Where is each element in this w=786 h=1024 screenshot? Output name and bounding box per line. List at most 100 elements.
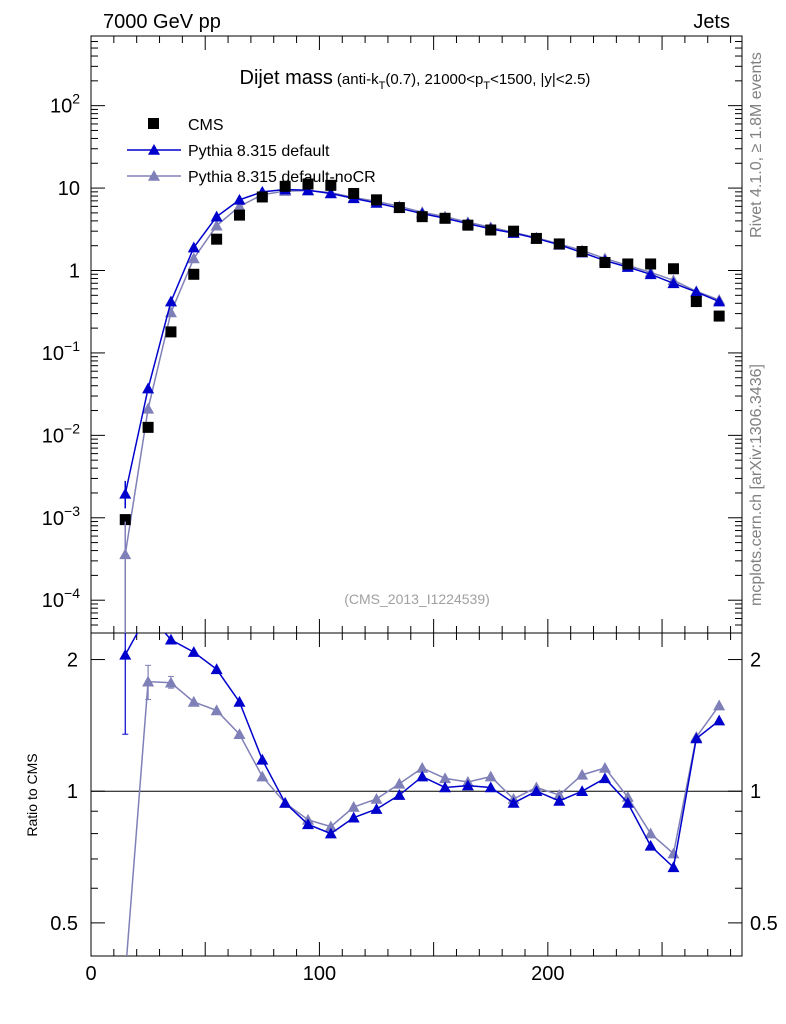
- data-point: [713, 295, 726, 307]
- ratio-point: [576, 785, 589, 797]
- lower-y-tick-labels: 2 2 1 1 0.5 0.5: [50, 650, 778, 935]
- ratio-point: [279, 796, 292, 808]
- ratio-point: [370, 803, 383, 814]
- ratio-point: [256, 753, 269, 765]
- data-point: [690, 285, 703, 297]
- data-point: [645, 258, 657, 270]
- ratio-point: [347, 801, 360, 812]
- ratio-point: [210, 663, 223, 675]
- upper-y-tick-labels: 102 10 1 10−1 10−2 10−3 10−4: [42, 91, 80, 613]
- ratio-point: [439, 781, 452, 793]
- ratio-point: [713, 714, 726, 726]
- data-point: [439, 212, 451, 224]
- data-point: [142, 421, 154, 433]
- data-point: [233, 209, 245, 221]
- data-point: [324, 187, 337, 199]
- legend-marker: [148, 144, 160, 155]
- ratio-point: [416, 761, 429, 773]
- data-point: [576, 246, 588, 258]
- data-point: [690, 296, 702, 308]
- data-point: [233, 200, 246, 212]
- ratio-point: [119, 969, 131, 980]
- lower-y-axis-label: Ratio to CMS: [24, 753, 40, 836]
- data-point: [713, 310, 725, 322]
- data-point: [210, 210, 223, 222]
- analysis-id-label: (CMS_2013_I1224539): [344, 591, 490, 607]
- header-category-label: Jets: [693, 11, 730, 33]
- header-energy-label: 7000 GeV pp: [103, 11, 221, 33]
- ratio-point: [370, 792, 383, 804]
- mcplots-credit-label: mcplots.cern.ch [arXiv:1306.3436]: [748, 364, 765, 606]
- ratio-point: [644, 839, 657, 851]
- ratio-point: [393, 789, 406, 800]
- ratio-point: [324, 827, 337, 839]
- ratio-point: [210, 704, 223, 716]
- data-point: [553, 238, 565, 250]
- data-point: [462, 219, 474, 231]
- y-tick-label: 10−4: [42, 585, 80, 612]
- data-point: [508, 225, 520, 237]
- y-tick-label: 10−2: [42, 420, 80, 447]
- data-point: [416, 211, 428, 223]
- legend-label: Pythia 8.315 default: [188, 143, 330, 160]
- lower-data-layer: [119, 633, 726, 980]
- data-point: [348, 187, 360, 199]
- y-tick-label: 10: [58, 178, 80, 200]
- data-point: [187, 252, 200, 264]
- rivet-version-label: Rivet 4.1.0, ≥ 1.8M events: [748, 52, 765, 238]
- y-tick-label: 0.5: [50, 913, 78, 935]
- data-point: [667, 277, 680, 289]
- lower-axis-ticks: [90, 633, 742, 956]
- data-point: [622, 258, 634, 270]
- data-point: [142, 402, 155, 414]
- data-point: [210, 219, 223, 231]
- ratio-point: [484, 781, 497, 793]
- data-point: [119, 514, 131, 526]
- upper-data-layer: [119, 178, 726, 633]
- data-point: [165, 326, 177, 338]
- y-tick-label-right: 0.5: [750, 913, 778, 935]
- ratio-line: [125, 680, 720, 956]
- chart-title: Dijet mass (anti-kT(0.7), 21000<pT<1500, …: [240, 67, 591, 92]
- ratio-point: [461, 779, 474, 791]
- ratio-point: [187, 646, 200, 657]
- ratio-point: [667, 847, 680, 859]
- ratio-point: [598, 761, 611, 773]
- legend-label: CMS: [188, 117, 224, 134]
- legend-label: Pythia 8.315 default-noCR: [188, 169, 376, 186]
- x-tick-label: 100: [303, 963, 336, 985]
- series-line: [124, 189, 720, 555]
- data-point: [187, 241, 200, 253]
- ratio-point: [233, 695, 246, 707]
- ratio-point: [621, 796, 634, 808]
- data-point: [164, 295, 177, 307]
- data-point: [302, 178, 314, 190]
- ratio-point: [416, 770, 429, 782]
- ratio-point: [302, 818, 314, 830]
- ratio-point: [256, 770, 269, 782]
- lower-panel-frame: [90, 632, 743, 957]
- y-tick-label-right: 1: [750, 781, 761, 803]
- ratio-point: [576, 768, 589, 780]
- ratio-point: [347, 811, 360, 823]
- ratio-point: [667, 861, 680, 873]
- x-tick-label: 0: [85, 963, 96, 985]
- ratio-point: [187, 695, 200, 707]
- data-point: [393, 202, 405, 214]
- data-point: [485, 224, 497, 236]
- data-point: [233, 193, 246, 205]
- y-tick-label: 1: [67, 781, 78, 803]
- upper-axis-ticks: [90, 35, 742, 634]
- ratio-point: [553, 789, 566, 800]
- y-tick-label: 1: [69, 261, 80, 283]
- legend-marker: [148, 170, 160, 181]
- ratio-point: [530, 785, 543, 797]
- data-point: [599, 257, 611, 269]
- data-point: [371, 194, 383, 206]
- data-point: [279, 180, 291, 192]
- y-tick-label: 10−3: [42, 503, 80, 530]
- ratio-point: [507, 796, 520, 808]
- ratio-point: [644, 827, 657, 839]
- x-axis-tick-labels: 0 100 200: [85, 963, 564, 985]
